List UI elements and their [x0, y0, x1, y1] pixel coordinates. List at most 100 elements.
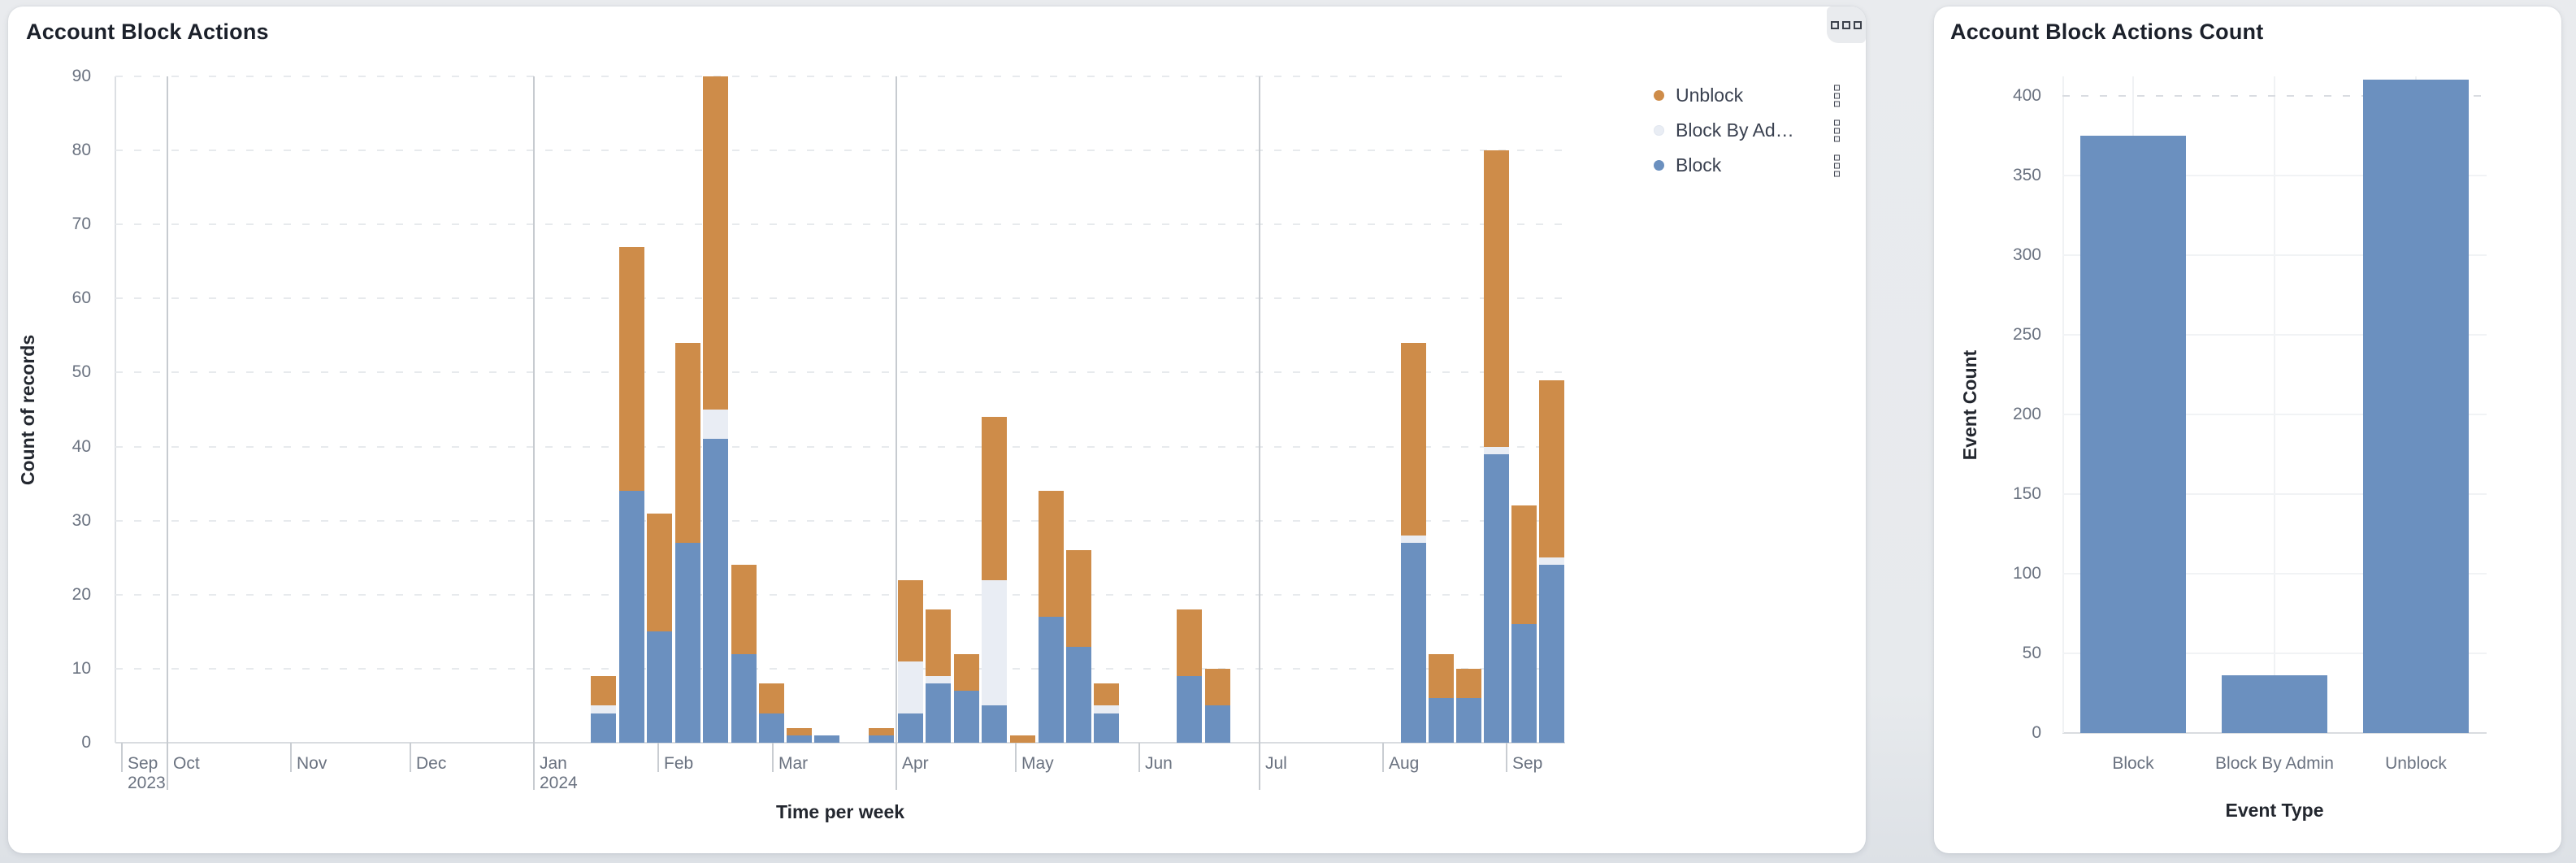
y-tick-label: 50: [2022, 643, 2041, 662]
bar-segment-block[interactable]: [982, 705, 1007, 743]
bar-block-by-admin[interactable]: [2222, 675, 2327, 733]
gridline: [2062, 492, 2487, 495]
y-tick-label: 100: [2012, 563, 2041, 583]
bar-segment-block-by-admin[interactable]: [1401, 535, 1426, 543]
bar-segment-block-by-admin[interactable]: [897, 661, 923, 713]
bar-segment-unblock[interactable]: [591, 676, 616, 706]
x-tick-label: Feb: [664, 754, 694, 773]
x-tick: [410, 743, 411, 772]
drag-grip-icon[interactable]: [1832, 118, 1841, 143]
legend-label: Block By Ad…: [1676, 119, 1794, 141]
bar-segment-block[interactable]: [1065, 646, 1091, 743]
bar-segment-unblock[interactable]: [869, 727, 894, 735]
bar-segment-block-by-admin[interactable]: [1094, 705, 1119, 713]
bar-segment-unblock[interactable]: [1428, 653, 1454, 699]
bar-segment-block[interactable]: [618, 491, 644, 743]
bar-segment-block-by-admin[interactable]: [926, 676, 951, 684]
bar-segment-unblock[interactable]: [1038, 491, 1064, 618]
bar-segment-block[interactable]: [731, 653, 757, 743]
bar-segment-block[interactable]: [897, 713, 923, 743]
bar-segment-block[interactable]: [703, 439, 728, 743]
drag-grip-icon[interactable]: [1832, 83, 1841, 108]
bar-plot: [2062, 76, 2487, 734]
x-category-label: Block: [2112, 754, 2154, 773]
bar-segment-unblock[interactable]: [1065, 550, 1091, 647]
x-tick-label: Sep: [1512, 754, 1543, 773]
bar-unblock[interactable]: [2363, 79, 2469, 733]
bar-segment-block[interactable]: [674, 543, 700, 743]
bar-segment-unblock[interactable]: [647, 513, 672, 632]
bar-segment-block[interactable]: [1401, 543, 1426, 743]
bar-segment-block[interactable]: [591, 713, 616, 743]
gridline: [115, 76, 1565, 77]
x-tick: [1382, 743, 1384, 772]
bar-segment-unblock[interactable]: [1484, 150, 1509, 447]
bar-segment-block[interactable]: [1484, 453, 1509, 743]
bar-segment-block-by-admin[interactable]: [1539, 557, 1564, 566]
x-tick: [772, 743, 774, 772]
y-tick-label: 0: [81, 733, 91, 752]
y-tick-label: 20: [72, 584, 91, 604]
y-tick-label: 400: [2012, 85, 2041, 105]
legend-item-block[interactable]: Block: [1654, 154, 1841, 176]
y-axis-labels: 0 50 100 150 200 250 300 350 400: [1967, 76, 2053, 742]
x-category-label: Unblock: [2385, 754, 2447, 773]
bar-segment-block[interactable]: [1428, 698, 1454, 743]
bar-segment-unblock[interactable]: [926, 609, 951, 676]
bar-segment-block[interactable]: [647, 631, 672, 743]
bar-segment-unblock[interactable]: [982, 417, 1007, 580]
x-tick-label: Sep 2023: [128, 754, 166, 792]
bar-segment-block[interactable]: [1094, 713, 1119, 743]
gridline: [2062, 333, 2487, 336]
bar-segment-block[interactable]: [1204, 705, 1230, 743]
options-squares-icon: [1854, 20, 1862, 29]
bar-segment-block[interactable]: [869, 735, 894, 743]
bar-segment-block-by-admin[interactable]: [591, 705, 616, 713]
quarter-gridline: [1259, 76, 1260, 743]
grip-square: [1834, 136, 1840, 141]
bar-segment-unblock[interactable]: [953, 653, 979, 692]
bar-segment-block[interactable]: [758, 713, 784, 743]
category-gridline: [2274, 76, 2275, 733]
bar-segment-block-by-admin[interactable]: [1484, 446, 1509, 454]
x-tick-label: Jul: [1265, 754, 1287, 773]
legend-color-dot: [1654, 125, 1664, 136]
bar-segment-block[interactable]: [1038, 617, 1064, 743]
bar-segment-block-by-admin[interactable]: [703, 410, 728, 440]
bar-segment-unblock[interactable]: [1455, 668, 1481, 699]
bar-block[interactable]: [2080, 135, 2186, 733]
bar-segment-unblock[interactable]: [1177, 609, 1202, 676]
bar-segment-unblock[interactable]: [1539, 379, 1564, 558]
drag-grip-icon[interactable]: [1832, 153, 1841, 178]
bar-segment-unblock[interactable]: [618, 246, 644, 492]
bar-segment-unblock[interactable]: [1094, 683, 1119, 706]
bar-segment-unblock[interactable]: [731, 565, 757, 654]
bar-segment-block[interactable]: [1511, 624, 1537, 743]
panel-account-block-actions: Account Block Actions Count of records 0…: [8, 7, 1866, 853]
x-tick-label: Oct: [173, 754, 200, 773]
bar-segment-block[interactable]: [926, 683, 951, 743]
bar-segment-block[interactable]: [1177, 676, 1202, 743]
bar-segment-block[interactable]: [1539, 565, 1564, 743]
legend-item-block-by-admin[interactable]: Block By Ad…: [1654, 119, 1841, 141]
x-tick: [1506, 743, 1507, 772]
bar-segment-block[interactable]: [814, 735, 839, 743]
legend-item-unblock[interactable]: Unblock: [1654, 85, 1841, 106]
y-tick-label: 200: [2012, 404, 2041, 423]
bar-segment-unblock[interactable]: [897, 579, 923, 661]
bar-segment-block[interactable]: [1455, 698, 1481, 743]
bar-segment-unblock[interactable]: [786, 727, 812, 735]
bar-segment-block[interactable]: [786, 735, 812, 743]
bar-segment-block-by-admin[interactable]: [982, 579, 1007, 706]
bar-segment-unblock[interactable]: [1511, 505, 1537, 625]
bar-segment-unblock[interactable]: [703, 76, 728, 410]
bar-segment-unblock[interactable]: [758, 683, 784, 713]
bar-segment-unblock[interactable]: [1010, 735, 1035, 743]
x-tick-label: Aug: [1389, 754, 1420, 773]
bar-segment-unblock[interactable]: [674, 343, 700, 543]
bar-segment-block[interactable]: [953, 691, 979, 743]
bar-segment-unblock[interactable]: [1204, 668, 1230, 706]
panel-options-button[interactable]: [1827, 7, 1866, 43]
gridline: [2062, 572, 2487, 575]
bar-segment-unblock[interactable]: [1401, 343, 1426, 536]
